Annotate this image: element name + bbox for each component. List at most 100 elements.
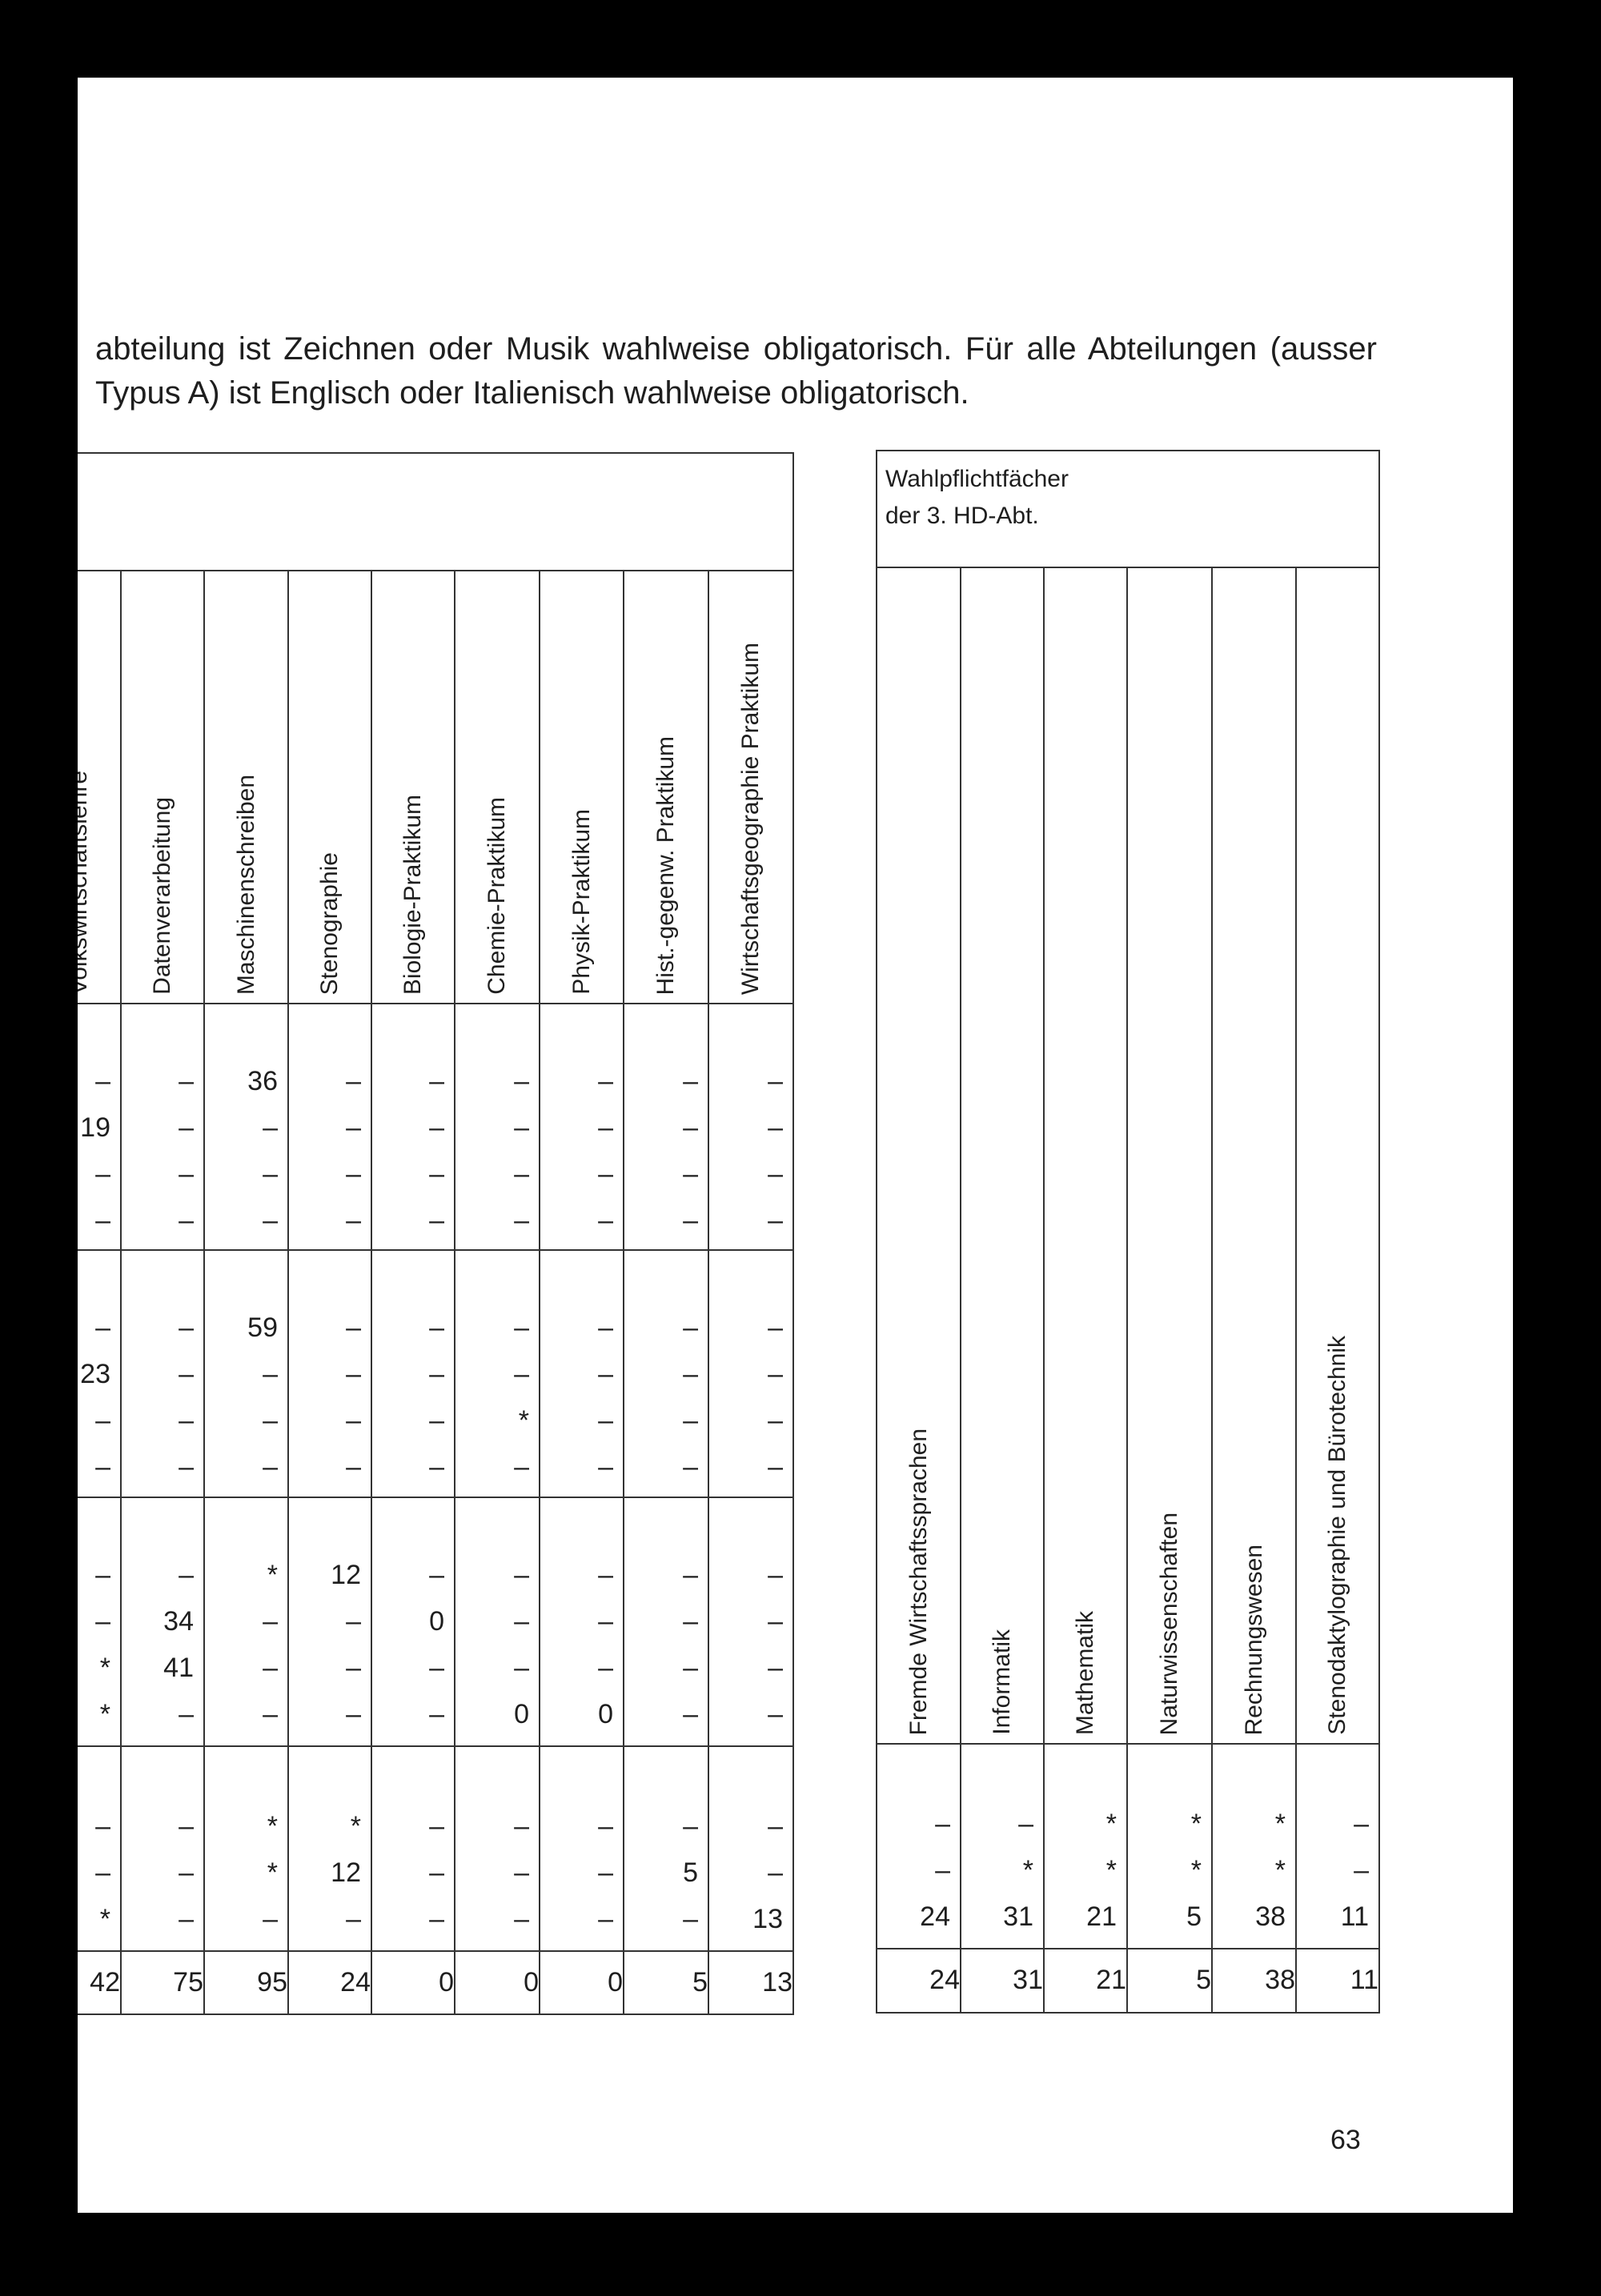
- cell-value: –: [179, 1904, 194, 1934]
- cell-value: –: [346, 1653, 361, 1683]
- page-number: 63: [1330, 2125, 1361, 2155]
- cell-value: –: [95, 1405, 110, 1436]
- cell-value: 0: [429, 1606, 444, 1637]
- cell-value: –: [179, 1312, 194, 1343]
- cell-value: –: [95, 1857, 110, 1888]
- cell-value: –: [683, 1205, 698, 1236]
- column-header-cell: Volkswirtschaftslehre: [78, 570, 122, 1004]
- intro-paragraph: abteilung ist Zeichnen oder Musik wahlwe…: [95, 331, 1377, 411]
- total-cell: 75: [120, 1950, 205, 2015]
- cell-value: –: [429, 1857, 444, 1888]
- column-header: Wirtschaftsgeographie Praktikum: [737, 642, 764, 995]
- cell-value: *: [99, 1699, 110, 1729]
- total-cell: 42: [78, 1950, 122, 2015]
- group-cell: – 19 – –: [78, 1003, 122, 1251]
- column-header: Stenographie: [316, 851, 343, 995]
- cell-value: –: [263, 1405, 278, 1436]
- total-cell: 11: [1295, 1948, 1380, 2014]
- column-header: Stenodaktylographie und Bürotechnik: [1324, 1336, 1350, 1735]
- cell-value: *: [99, 1653, 110, 1683]
- cell-value: *: [267, 1857, 278, 1888]
- cell-value: –: [514, 1112, 529, 1143]
- cell-value: –: [179, 1560, 194, 1590]
- cell-value: –: [683, 1904, 698, 1934]
- cell-value: *: [1190, 1809, 1202, 1839]
- column-header-cell: Wirtschaftsgeographie Praktikum: [708, 570, 794, 1004]
- group-cell: – – – –: [371, 1249, 455, 1498]
- cell-value: –: [514, 1857, 529, 1888]
- column-header-cell: Fremde Wirtschaftssprachen: [876, 567, 961, 1745]
- cell-value: 59: [247, 1312, 278, 1343]
- cell-value: –: [514, 1904, 529, 1934]
- cell-value: –: [346, 1159, 361, 1189]
- group-cell: – – –: [371, 1745, 455, 1952]
- group-cell: * * 38: [1211, 1743, 1297, 1949]
- cell-value: –: [95, 1159, 110, 1189]
- cell-value: –: [514, 1606, 529, 1637]
- group-cell: * * 5: [1126, 1743, 1213, 1949]
- column-header-cell: Biologie-Praktikum: [371, 570, 455, 1004]
- column-header: Hist.-gegenw. Praktikum: [652, 735, 679, 995]
- group-cell: – – 11: [1295, 1743, 1380, 1949]
- cell-value: –: [598, 1405, 613, 1436]
- cell-value: –: [429, 1811, 444, 1841]
- cell-value: –: [514, 1811, 529, 1841]
- column-header: Informatik: [989, 1629, 1015, 1735]
- table-row-group: – 23 – – – – – – 59 – – – – – – – – – – – – – * – – – – – – – – – – – – –: [78, 1249, 794, 1498]
- cell-value: 13: [752, 1904, 783, 1934]
- cell-value: –: [768, 1560, 783, 1590]
- group-cell: – – – –: [371, 1003, 455, 1251]
- cell-value: 11: [1340, 1901, 1369, 1932]
- cell-value: –: [179, 1811, 194, 1841]
- cell-value: –: [598, 1653, 613, 1683]
- cell-value: 23: [80, 1359, 110, 1389]
- cell-value: *: [350, 1811, 361, 1841]
- column-header-cell: Rechnungswesen: [1211, 567, 1297, 1745]
- group-cell: – * 31: [960, 1743, 1045, 1949]
- column-header-cell: Mathematik: [1043, 567, 1128, 1745]
- cell-value: –: [598, 1066, 613, 1096]
- group-cell: – – * –: [454, 1249, 540, 1498]
- left-table-group-header: [78, 452, 794, 571]
- group-cell: – – – –: [539, 1249, 624, 1498]
- cell-value: –: [346, 1606, 361, 1637]
- cell-value: –: [683, 1699, 698, 1729]
- total-cell: 0: [371, 1950, 455, 2015]
- left-table: Volkswirtschaftslehre Datenverarbeitung Ma…: [78, 452, 794, 2015]
- column-header-cell: Physik-Praktikum: [539, 570, 624, 1004]
- cell-value: –: [598, 1205, 613, 1236]
- cell-value: –: [768, 1857, 783, 1888]
- cell-value: –: [95, 1452, 110, 1482]
- cell-value: –: [768, 1112, 783, 1143]
- group-cell: – – – 0: [539, 1497, 624, 1747]
- column-header-cell: Hist.-gegenw. Praktikum: [623, 570, 709, 1004]
- column-header: Datenverarbeitung: [149, 797, 175, 995]
- cell-value: –: [429, 1312, 444, 1343]
- group-cell: 12 – – –: [287, 1497, 372, 1747]
- group-cell: – – * *: [78, 1497, 122, 1747]
- column-header: Chemie-Praktikum: [484, 797, 510, 995]
- cell-value: 19: [80, 1112, 110, 1143]
- totals-row: 24 31 21 5 38 11: [876, 1948, 1380, 2014]
- cell-value: –: [598, 1560, 613, 1590]
- cell-value: –: [1354, 1855, 1369, 1885]
- cell-value: –: [598, 1904, 613, 1934]
- cell-value: 34: [163, 1606, 194, 1637]
- right-table-title-cell: Wahlpflichtfächer der 3. HD-Abt.: [876, 450, 1380, 568]
- total-cell: 24: [287, 1950, 372, 2015]
- cell-value: –: [429, 1205, 444, 1236]
- group-cell: 59 – – –: [203, 1249, 289, 1498]
- group-cell: – – – –: [708, 1249, 794, 1498]
- cell-value: –: [179, 1359, 194, 1389]
- cell-value: –: [514, 1066, 529, 1096]
- column-header-cell: Maschinenschreiben: [203, 570, 289, 1004]
- cell-value: –: [346, 1205, 361, 1236]
- total-cell: 0: [539, 1950, 624, 2015]
- group-cell: – – – –: [623, 1003, 709, 1251]
- cell-value: –: [598, 1359, 613, 1389]
- group-cell: – – – –: [539, 1003, 624, 1251]
- total-cell: 95: [203, 1950, 289, 2015]
- cell-value: –: [95, 1312, 110, 1343]
- group-cell: – – – –: [287, 1249, 372, 1498]
- cell-value: –: [179, 1699, 194, 1729]
